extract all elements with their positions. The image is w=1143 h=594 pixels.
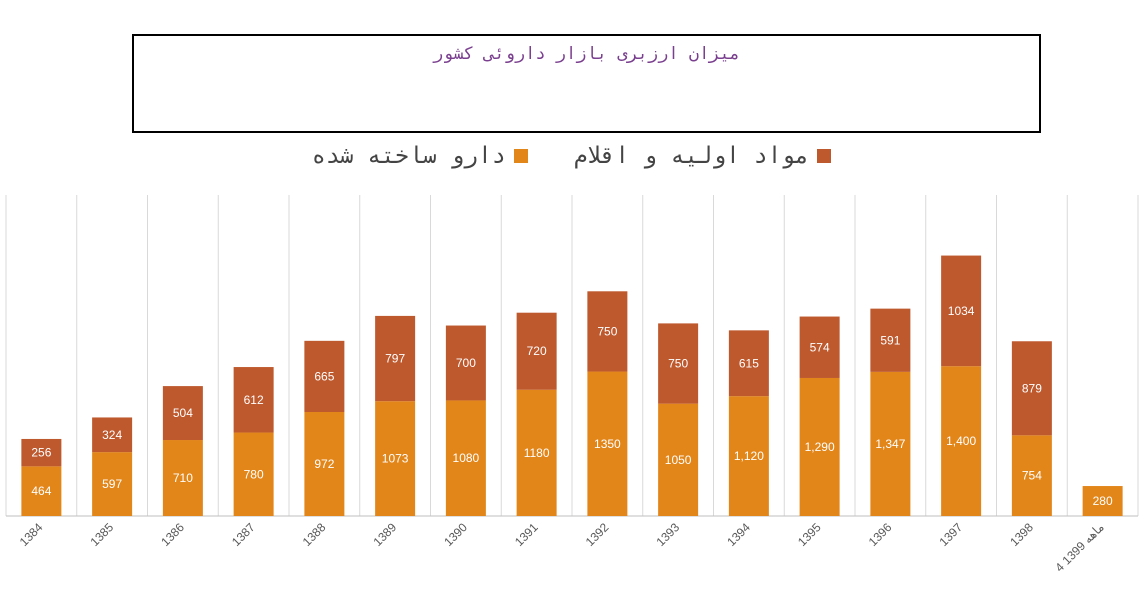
bar-segment-manufactured bbox=[445, 400, 486, 516]
x-tick-label: 1398 bbox=[1007, 520, 1036, 549]
bar-segment-raw-materials bbox=[92, 417, 133, 453]
data-label: 797 bbox=[385, 352, 405, 366]
bar-segment-manufactured bbox=[1082, 486, 1123, 516]
bar-segment-raw-materials bbox=[799, 316, 840, 378]
bar-segment-manufactured bbox=[516, 389, 557, 516]
x-tick-label: 1387 bbox=[229, 520, 258, 549]
data-label: 1180 bbox=[524, 446, 550, 460]
x-tick-label: 1392 bbox=[583, 520, 612, 549]
data-label: 1,120 bbox=[734, 449, 764, 463]
bar-segment-raw-materials bbox=[304, 340, 345, 412]
x-tick-label: 1384 bbox=[17, 520, 46, 549]
data-label: 464 bbox=[31, 484, 51, 498]
bar-segment-raw-materials bbox=[1011, 341, 1052, 436]
x-tick-label: 1389 bbox=[370, 520, 399, 549]
legend-item-manufactured: دارو ساخته شده bbox=[312, 143, 528, 169]
bar-segment-raw-materials bbox=[516, 312, 557, 390]
data-label: 1,290 bbox=[805, 440, 835, 454]
data-label: 780 bbox=[244, 467, 264, 481]
legend-label-manufactured: دارو ساخته شده bbox=[311, 143, 506, 169]
x-tick-label: 1388 bbox=[300, 520, 329, 549]
bar-segment-raw-materials bbox=[21, 438, 62, 467]
x-tick-label: 1386 bbox=[158, 520, 187, 549]
legend: مواد اولیه و اقلام دارو ساخته شده bbox=[0, 143, 1143, 169]
data-label: 574 bbox=[810, 340, 830, 354]
bar-segment-raw-materials bbox=[587, 291, 628, 372]
legend-swatch-manufactured bbox=[513, 149, 528, 163]
data-label: 754 bbox=[1022, 469, 1042, 483]
data-label: 591 bbox=[880, 333, 900, 347]
bar-segment-manufactured bbox=[1011, 435, 1052, 516]
data-label: 700 bbox=[456, 356, 476, 370]
legend-item-raw-materials: مواد اولیه و اقلام bbox=[573, 143, 832, 169]
data-label: 750 bbox=[668, 357, 688, 371]
bar-segment-raw-materials bbox=[445, 325, 486, 401]
bar-segment-raw-materials bbox=[728, 330, 769, 397]
data-label: 612 bbox=[244, 393, 264, 407]
bar-segment-manufactured bbox=[21, 466, 62, 516]
bar-segment-manufactured bbox=[162, 440, 203, 516]
bar-segment-raw-materials bbox=[941, 255, 982, 367]
x-tick-label: 1396 bbox=[866, 520, 895, 549]
bar-segment-manufactured bbox=[233, 432, 274, 516]
data-label: 665 bbox=[314, 369, 334, 383]
data-label: 597 bbox=[102, 477, 122, 491]
x-tick-label: 1391 bbox=[512, 520, 541, 549]
bar-segment-raw-materials bbox=[375, 315, 416, 402]
x-tick-label: 1393 bbox=[653, 520, 682, 549]
bar-segment-manufactured bbox=[728, 396, 769, 516]
bar-segment-raw-materials bbox=[162, 386, 203, 441]
bar-segment-manufactured bbox=[304, 411, 345, 516]
bar-segment-raw-materials bbox=[870, 308, 911, 372]
data-label: 504 bbox=[173, 406, 193, 420]
data-label: 615 bbox=[739, 356, 759, 370]
bar-segment-manufactured bbox=[799, 377, 840, 516]
data-label: 1050 bbox=[665, 453, 692, 467]
bar-segment-manufactured bbox=[92, 452, 133, 516]
bar-segment-manufactured bbox=[658, 403, 699, 516]
legend-swatch-raw-materials bbox=[817, 149, 832, 163]
title-box: میزان ارزبری بازار داروئی کشور bbox=[132, 34, 1041, 133]
data-label: 1350 bbox=[594, 437, 621, 451]
x-tick-label: 1397 bbox=[936, 520, 965, 549]
x-tick-label: 1394 bbox=[724, 520, 753, 549]
data-label: 256 bbox=[31, 446, 51, 460]
bar-segment-manufactured bbox=[587, 371, 628, 516]
x-tick-label: 1390 bbox=[441, 520, 470, 549]
data-label: 324 bbox=[102, 428, 122, 442]
chart-title: میزان ارزبری بازار داروئی کشور bbox=[432, 44, 741, 64]
data-label: 1034 bbox=[948, 304, 975, 318]
x-tick-label: 4 ماهه 1399 bbox=[1052, 520, 1106, 574]
data-label: 972 bbox=[314, 457, 334, 471]
data-label: 750 bbox=[597, 324, 617, 338]
data-label: 1080 bbox=[453, 451, 480, 465]
legend-label-raw-materials: مواد اولیه و اقلام bbox=[573, 143, 810, 169]
bar-segment-raw-materials bbox=[658, 323, 699, 404]
data-label: 1073 bbox=[382, 452, 409, 466]
data-label: 710 bbox=[173, 471, 193, 485]
data-label: 879 bbox=[1022, 381, 1042, 395]
bar-segment-manufactured bbox=[941, 366, 982, 516]
data-label: 1,400 bbox=[946, 434, 976, 448]
bar-segment-manufactured bbox=[870, 371, 911, 516]
x-tick-label: 1385 bbox=[87, 520, 116, 549]
bar-segment-manufactured bbox=[375, 401, 416, 516]
data-label: 280 bbox=[1093, 494, 1113, 508]
bar-segment-raw-materials bbox=[233, 367, 274, 433]
data-label: 720 bbox=[527, 344, 547, 358]
data-label: 1,347 bbox=[875, 437, 905, 451]
x-tick-label: 1395 bbox=[795, 520, 824, 549]
